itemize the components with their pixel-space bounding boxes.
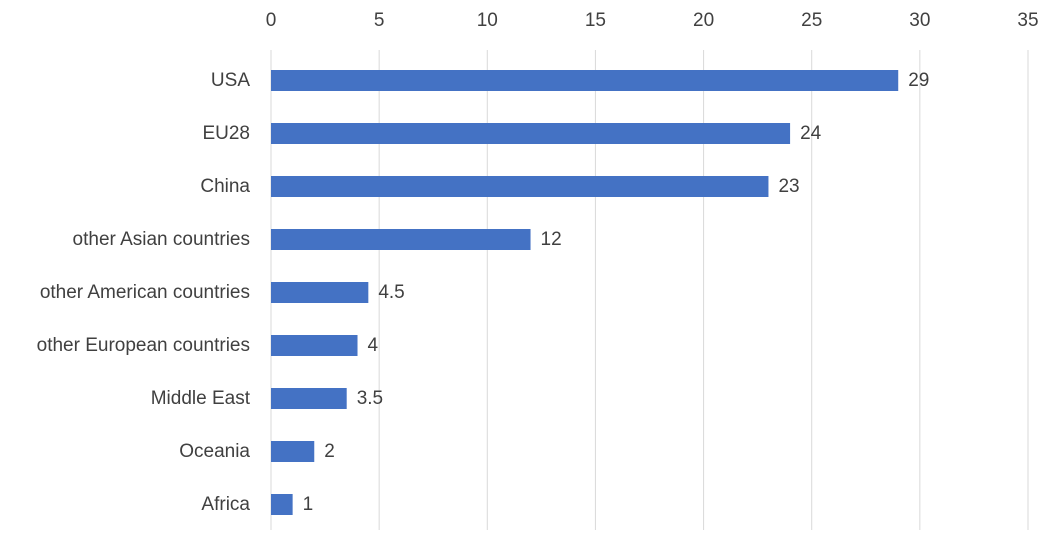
data-label: 1: [303, 494, 314, 515]
category-labels: USA EU28 China other Asian countries other A…: [37, 70, 251, 515]
category-label: China: [200, 176, 250, 197]
x-tick-label: 20: [693, 10, 714, 31]
category-label: other American countries: [40, 282, 250, 303]
x-tick-label: 10: [477, 10, 498, 31]
bar: [271, 229, 531, 250]
bar: [271, 282, 369, 303]
bar: [271, 335, 358, 356]
category-label: Middle East: [151, 388, 251, 409]
bar: [271, 441, 315, 462]
data-labels: 29 24 23 12 4.5 4 3.5 2 1: [303, 70, 930, 515]
category-label: Africa: [201, 494, 250, 515]
bars: [271, 70, 899, 515]
data-label: 12: [541, 229, 562, 250]
category-label: EU28: [202, 123, 250, 144]
category-label: other European countries: [37, 335, 250, 356]
x-tick-label: 25: [801, 10, 822, 31]
category-label: Oceania: [179, 441, 250, 462]
x-tick-label: 30: [909, 10, 930, 31]
bar: [271, 123, 791, 144]
data-label: 4: [368, 335, 379, 356]
x-tick-label: 5: [374, 10, 385, 31]
category-label: other Asian countries: [73, 229, 250, 250]
data-label: 2: [324, 441, 335, 462]
data-label: 24: [800, 123, 822, 144]
data-label: 23: [778, 176, 799, 197]
data-label: 4.5: [378, 282, 404, 303]
x-axis-ticks: 0 5 10 15 20 25 30 35: [266, 10, 1039, 31]
bar: [271, 388, 347, 409]
x-tick-label: 0: [266, 10, 277, 31]
x-tick-label: 15: [585, 10, 606, 31]
x-tick-label: 35: [1017, 10, 1038, 31]
bar: [271, 494, 293, 515]
data-label: 3.5: [357, 388, 383, 409]
data-label: 29: [908, 70, 929, 91]
category-label: USA: [211, 70, 250, 91]
bar: [271, 176, 769, 197]
bar: [271, 70, 899, 91]
